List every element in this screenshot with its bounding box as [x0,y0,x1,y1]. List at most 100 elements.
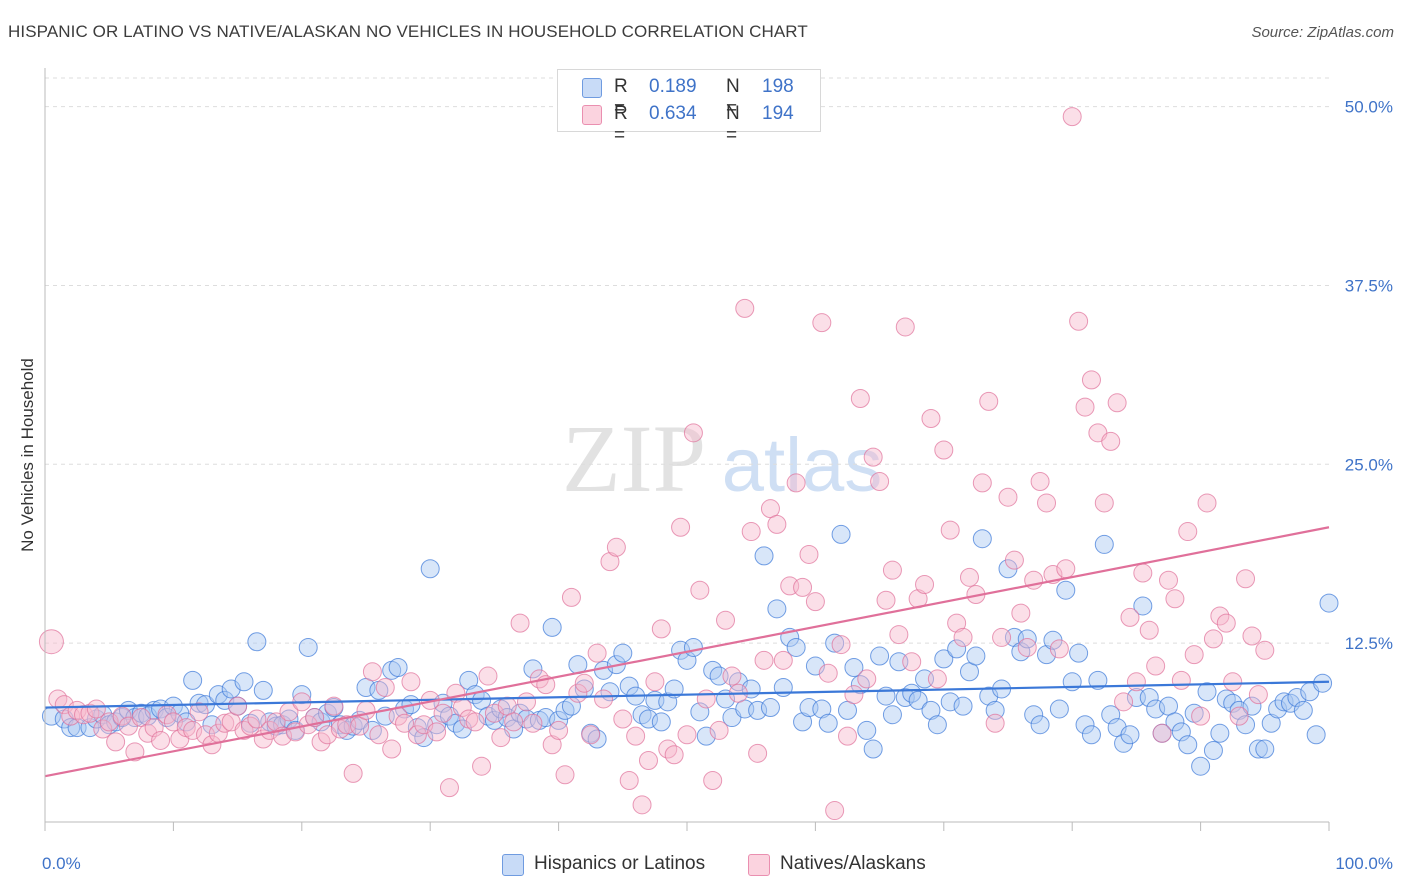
native-point [247,709,267,729]
native-point [395,713,415,733]
hispanic-point [1191,756,1211,776]
legend-n-value: 198 [762,76,794,97]
native-point [850,388,870,408]
x-tick-label: 0.0% [42,854,81,873]
hispanic-point [754,546,774,566]
native-point [581,725,601,745]
native-point [805,592,825,612]
hispanic-point [536,708,556,728]
hispanic-point [1306,725,1326,745]
hispanic-point [882,705,902,725]
hispanic-point [549,710,569,730]
hispanic-point [863,739,883,759]
hispanic-point [921,700,941,720]
native-point [953,627,973,647]
native-point [382,739,402,759]
legend-swatch-pink [582,105,602,125]
native-point [844,685,864,705]
hispanic-point [1203,740,1223,760]
hispanic-point [1024,705,1044,725]
native-point [163,712,183,732]
hispanic-point [831,524,851,544]
native-point [311,732,331,752]
x-tick-label: 100.0% [1335,854,1393,873]
native-point [523,713,543,733]
native-point [831,635,851,655]
hispanic-point [786,637,806,657]
native-point [369,725,389,745]
hispanic-point [818,713,838,733]
hispanic-point [542,617,562,637]
native-point [645,672,665,692]
native-point [240,716,260,736]
native-point [735,298,755,318]
hispanic-point [767,599,787,619]
native-point [1255,640,1275,660]
native-point [921,409,941,429]
native-point [574,673,594,693]
native-point [125,742,145,762]
native-point [985,713,1005,733]
native-point [491,728,511,748]
native-point [863,447,883,467]
native-point [1004,550,1024,570]
native-point [793,577,813,597]
hispanic-point [985,700,1005,720]
native-point [86,699,106,719]
native-point [934,440,954,460]
native-point [465,712,485,732]
hispanic-point [459,670,479,690]
native-point [889,625,909,645]
native-point [722,666,742,686]
native-point [1191,706,1211,726]
native-point [606,537,626,557]
hispanic-point [870,646,890,666]
native-point [561,587,581,607]
legend-r-label: R = [614,103,628,146]
native-point [1062,107,1082,127]
hispanic-point [1037,645,1057,665]
native-point [1101,431,1121,451]
native-point [741,522,761,542]
hispanic-point [1229,700,1249,720]
native-point [183,720,203,740]
native-point [317,725,337,745]
native-point [696,689,716,709]
hispanic-point [934,649,954,669]
hispanic-point [1094,534,1114,554]
hispanic-point [844,657,864,677]
native-point [356,700,376,720]
hispanic-point [1313,673,1333,693]
native-point [99,712,119,732]
hispanic-point [1248,739,1268,759]
hispanic-point [927,715,947,735]
native-point [1120,607,1140,627]
watermark-zip: ZIP [562,405,706,512]
native-point [703,771,723,791]
bottom-legend-swatch-blue [502,854,524,876]
hispanic-trend-line [44,680,1330,709]
native-point [1197,493,1217,513]
native-point [112,706,132,726]
native-point [1216,613,1236,633]
native-point [1094,493,1114,513]
hispanic-point [696,726,716,746]
hispanic-point [902,683,922,703]
native-point [690,580,710,600]
chart-title: HISPANIC OR LATINO VS NATIVE/ALASKAN NO … [8,22,808,41]
native-point [915,574,935,594]
hispanic-point [1197,682,1217,702]
legend-n-label: N = [726,103,740,146]
native-point [619,771,639,791]
native-point [998,487,1018,507]
native-point [1030,471,1050,491]
native-point [375,678,395,698]
hispanic-point [793,712,813,732]
watermark-atlas: atlas [722,423,883,508]
hispanic-point [61,718,81,738]
native-point [992,627,1012,647]
native-point [870,471,890,491]
native-point [754,650,774,670]
hispanic-point [1088,670,1108,690]
